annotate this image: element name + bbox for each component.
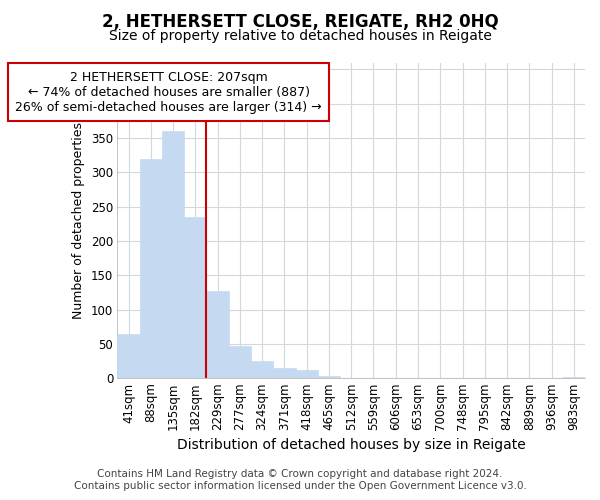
Bar [162,131,184,378]
Bar [273,368,296,378]
Bar [318,376,340,378]
Bar [140,158,162,378]
Bar [184,217,206,378]
Text: 2 HETHERSETT CLOSE: 207sqm
← 74% of detached houses are smaller (887)
26% of sem: 2 HETHERSETT CLOSE: 207sqm ← 74% of deta… [15,70,322,114]
Text: Contains HM Land Registry data © Crown copyright and database right 2024.
Contai: Contains HM Land Registry data © Crown c… [74,470,526,491]
Text: 2, HETHERSETT CLOSE, REIGATE, RH2 0HQ: 2, HETHERSETT CLOSE, REIGATE, RH2 0HQ [101,12,499,30]
Y-axis label: Number of detached properties: Number of detached properties [73,122,85,319]
Bar [296,370,318,378]
Text: Size of property relative to detached houses in Reigate: Size of property relative to detached ho… [109,29,491,43]
Bar [118,334,140,378]
Bar [206,291,229,378]
Bar [229,346,251,378]
Bar [251,361,273,378]
X-axis label: Distribution of detached houses by size in Reigate: Distribution of detached houses by size … [177,438,526,452]
Bar [563,377,585,378]
